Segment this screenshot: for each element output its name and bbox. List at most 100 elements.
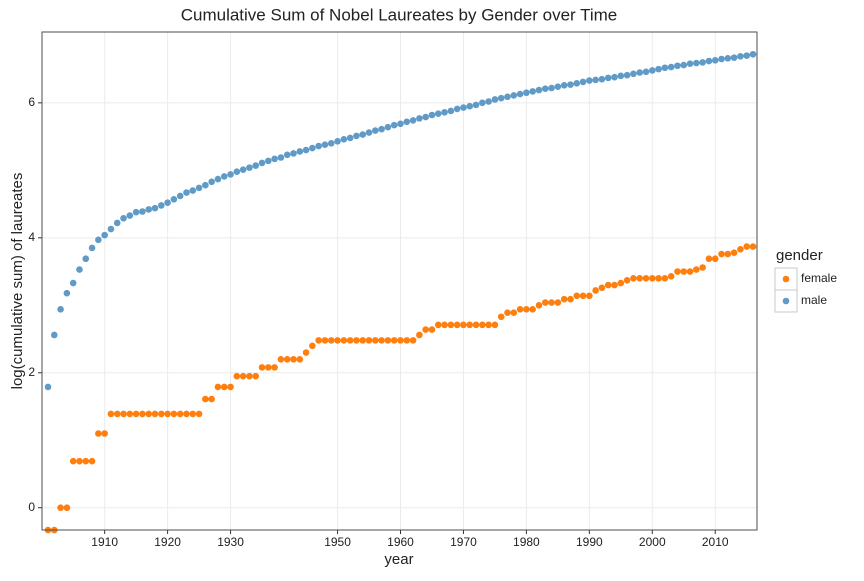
point (680, 268, 688, 275)
point (277, 355, 285, 363)
point (491, 321, 499, 329)
point (164, 410, 171, 418)
point (283, 151, 291, 159)
point (208, 178, 215, 186)
point (693, 59, 700, 67)
point (705, 57, 713, 65)
point (434, 110, 442, 117)
point (359, 131, 367, 138)
point (164, 199, 171, 207)
point (239, 372, 247, 380)
x-tick-label: 1910 (91, 535, 118, 549)
point (176, 192, 184, 200)
point (126, 410, 134, 418)
point (510, 309, 518, 317)
point (63, 504, 71, 512)
point (120, 410, 127, 418)
point (271, 364, 278, 371)
point (579, 78, 587, 86)
point (302, 146, 310, 154)
point (466, 102, 474, 110)
y-tick-label: 4 (28, 230, 35, 244)
point (183, 410, 190, 418)
point (529, 88, 536, 95)
point (630, 70, 637, 78)
point (132, 410, 140, 418)
point (642, 275, 650, 282)
chart-title: Cumulative Sum of Nobel Laureates by Gen… (181, 5, 618, 24)
point (107, 410, 115, 418)
point (485, 321, 492, 329)
point (202, 395, 209, 403)
point (453, 321, 461, 329)
point (340, 135, 348, 143)
point (151, 204, 159, 212)
x-tick-label: 1990 (576, 535, 603, 549)
point (315, 142, 322, 150)
point (434, 321, 442, 329)
point (397, 337, 404, 344)
x-tick-label: 1970 (450, 535, 477, 549)
point (208, 395, 215, 403)
point (604, 281, 612, 289)
point (290, 150, 297, 157)
point (447, 321, 455, 329)
point (642, 68, 650, 76)
point (384, 337, 392, 344)
point (158, 202, 165, 209)
point (296, 355, 304, 363)
point (579, 292, 587, 300)
point (397, 120, 404, 128)
point (265, 364, 272, 371)
point (730, 249, 738, 256)
point (680, 61, 688, 69)
point (453, 105, 461, 113)
point (384, 123, 392, 131)
point (636, 275, 643, 282)
point (139, 208, 146, 215)
point (101, 430, 108, 437)
point (88, 244, 96, 252)
point (743, 243, 751, 250)
point (592, 287, 599, 294)
point (309, 144, 316, 152)
point (623, 71, 631, 79)
point (189, 410, 197, 418)
point (737, 245, 744, 253)
point (479, 99, 486, 107)
point (516, 306, 524, 313)
point (428, 326, 436, 333)
point (403, 118, 411, 126)
point (447, 107, 455, 115)
point (516, 90, 524, 98)
point (258, 159, 266, 167)
point (227, 383, 234, 391)
point (321, 337, 329, 344)
point (617, 72, 625, 80)
point (170, 410, 178, 418)
point (718, 55, 725, 63)
point (353, 337, 360, 344)
point (69, 279, 77, 287)
point (661, 275, 669, 282)
point (239, 166, 247, 173)
point (183, 189, 190, 196)
point (327, 337, 335, 344)
y-tick-label: 6 (28, 95, 35, 109)
point (409, 117, 417, 124)
point (227, 171, 234, 178)
y-tick-label: 2 (28, 365, 35, 379)
plot-panel (42, 32, 757, 530)
point (95, 236, 102, 244)
point (145, 410, 153, 418)
point (315, 337, 322, 344)
point (113, 410, 121, 418)
point (202, 181, 209, 189)
point (176, 410, 184, 418)
point (441, 321, 448, 329)
point (277, 154, 285, 161)
point (623, 277, 631, 284)
point (648, 275, 656, 282)
point (541, 85, 549, 92)
point (365, 337, 373, 344)
